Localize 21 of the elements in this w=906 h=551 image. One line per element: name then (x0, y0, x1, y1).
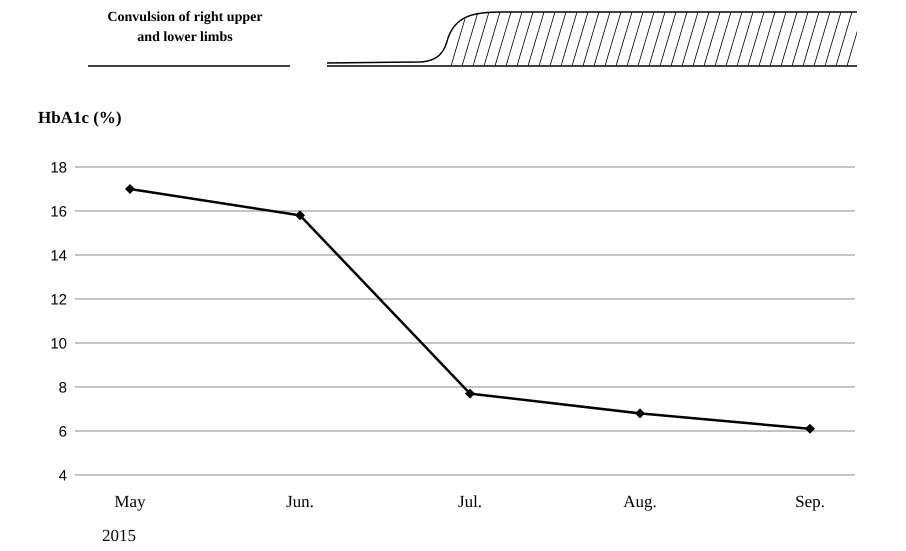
y-tick-label: 6 (58, 423, 67, 440)
point (295, 210, 305, 220)
y-tick-label: 12 (50, 291, 67, 308)
x-tick-label: Sep. (795, 492, 825, 512)
y-tick-label: 8 (58, 379, 67, 396)
point (125, 184, 135, 194)
point (805, 424, 815, 434)
y-tick-label: 10 (50, 335, 67, 352)
point (465, 388, 475, 399)
text: Convulsion of right upper and lower limbs (106, 9, 264, 47)
x-tick-label: Jul. (458, 492, 482, 512)
y-tick-label: 4 (58, 467, 67, 484)
y-tick-label: 18 (50, 159, 67, 176)
y-tick-label: 16 (50, 203, 67, 220)
point (635, 408, 645, 418)
x-tick-label: May (114, 492, 146, 512)
y-tick-label: 14 (50, 247, 67, 264)
x-tick-label: Aug. (623, 492, 657, 512)
text: 2015 (102, 526, 136, 546)
x-tick-label: Jun. (286, 492, 314, 512)
y-axis-title: HbA1c (%) (38, 108, 122, 128)
